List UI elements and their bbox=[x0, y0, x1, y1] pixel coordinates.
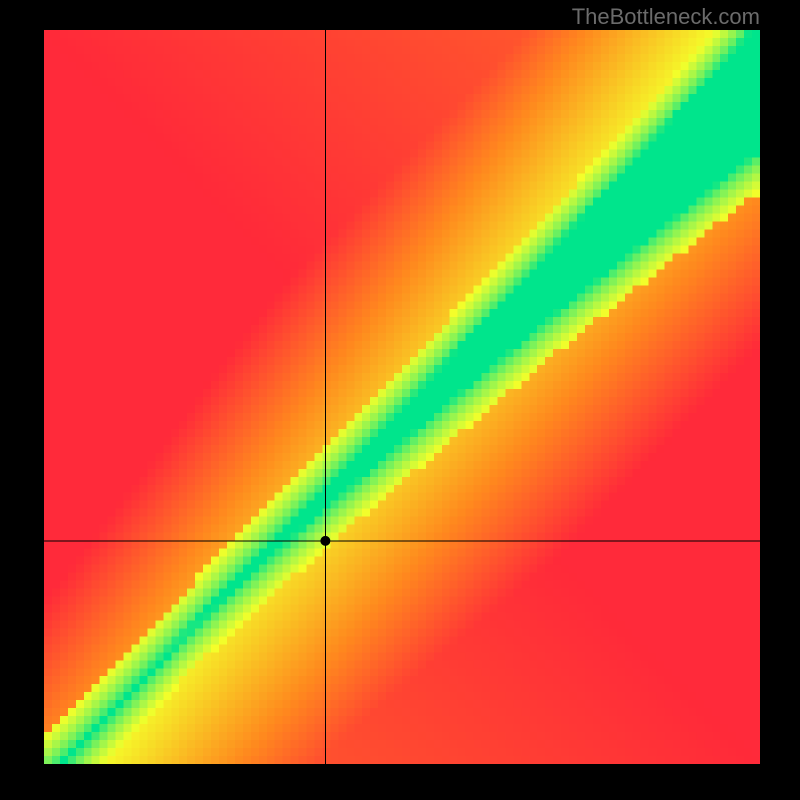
chart-frame: TheBottleneck.com bbox=[0, 0, 800, 800]
attribution-label: TheBottleneck.com bbox=[572, 4, 760, 30]
heatmap-canvas bbox=[44, 30, 760, 764]
